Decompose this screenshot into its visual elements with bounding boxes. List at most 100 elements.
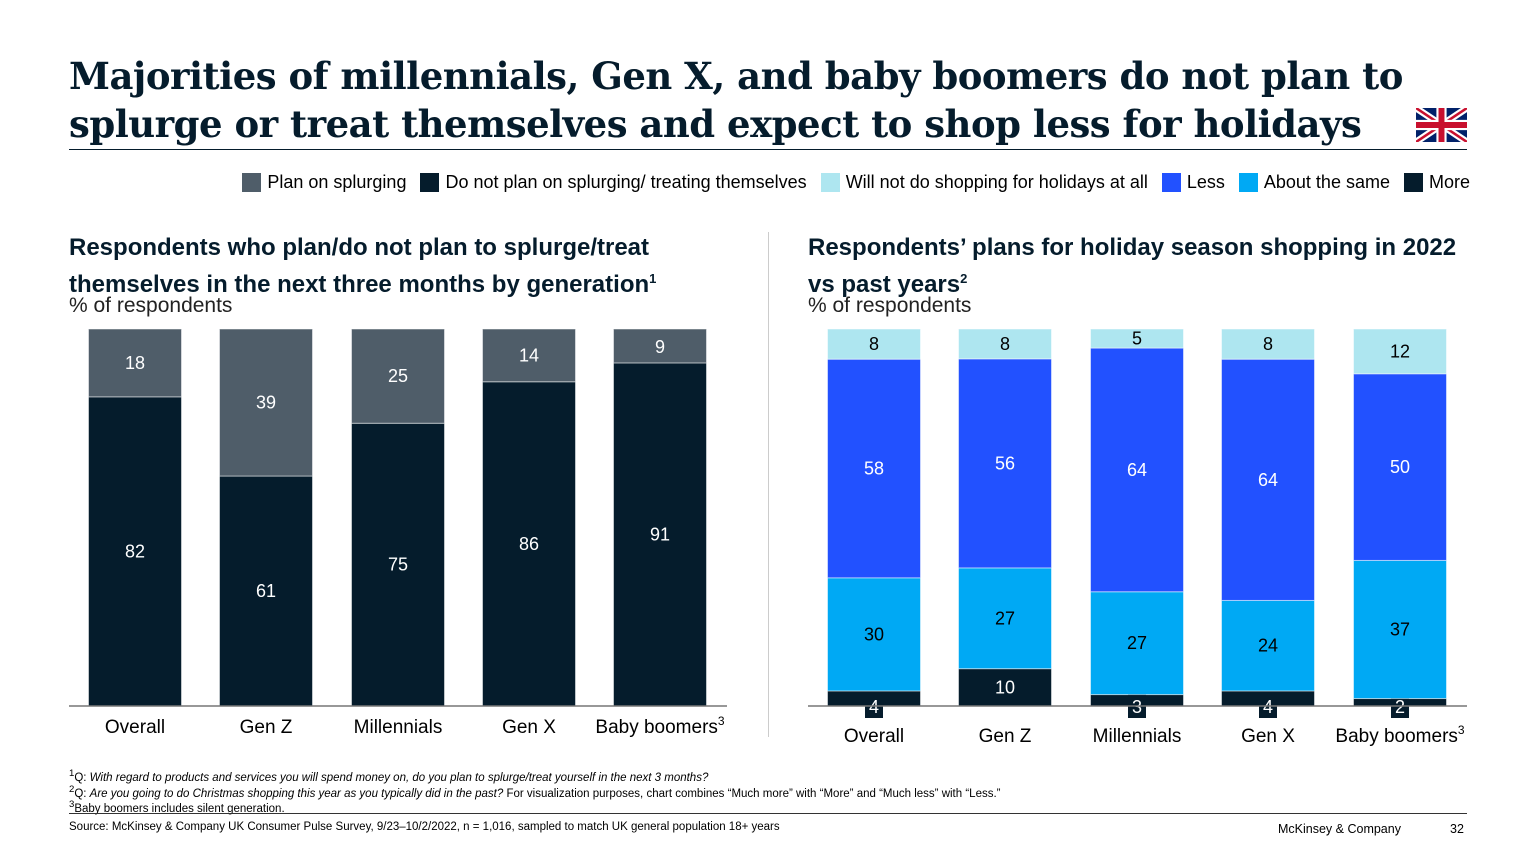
bar-segment (1090, 328, 1184, 349)
data-label: 75 (388, 555, 408, 575)
data-label: 91 (650, 524, 670, 544)
f1-q: Q: (74, 771, 90, 784)
footnote-2: 2Q: Are you going to do Christmas shoppi… (69, 784, 1001, 800)
bar-segment (1221, 328, 1315, 360)
bar-segment (613, 362, 707, 707)
uk-flag-icon (1416, 108, 1467, 142)
footer-rule (69, 813, 1467, 814)
bar-segment (958, 358, 1052, 569)
category-sup: 3 (1458, 723, 1465, 737)
legend-item: Do not plan on splurging/ treating thems… (420, 172, 807, 193)
legend-item: More (1403, 172, 1470, 193)
bar-segment (613, 328, 707, 364)
data-label: 27 (1127, 633, 1147, 653)
legend-label: Less (1186, 172, 1225, 192)
bar-segment (219, 475, 313, 707)
legend-swatch (1403, 173, 1423, 192)
brand: McKinsey & Company (1278, 822, 1401, 836)
f3-text: Baby boomers includes silent generation. (74, 802, 285, 815)
f2-italic: Are you going to do Christmas shopping t… (89, 787, 504, 800)
category-label: Baby boomers3 (595, 714, 725, 738)
bar-segment (351, 328, 445, 424)
data-label: 8 (1000, 334, 1010, 354)
footnote-1: 1Q: With regard to products and services… (69, 768, 709, 784)
left-title-text: Respondents who plan/do not plan to splu… (69, 234, 650, 298)
bar-segment (88, 396, 182, 707)
data-label: 4 (869, 697, 879, 717)
data-label: 61 (256, 581, 276, 601)
category-label: Millennials (1093, 726, 1182, 747)
data-label: 64 (1127, 460, 1147, 480)
category-sup: 3 (718, 714, 725, 728)
f2-q: Q: (74, 787, 90, 800)
page-number: 32 (1450, 822, 1464, 836)
data-label: 86 (519, 534, 539, 554)
right-ylabel: % of respondents (808, 294, 972, 317)
legend-label: About the same (1263, 172, 1390, 192)
bar-segment (827, 328, 921, 360)
legend-item: Less (1161, 172, 1225, 193)
category-label: Gen Z (240, 717, 293, 738)
data-label: 8 (1263, 334, 1273, 354)
data-label: 18 (125, 353, 145, 373)
legend-label: Plan on splurging (267, 172, 407, 192)
category-label: Baby boomers3 (1335, 723, 1465, 747)
data-label: 30 (864, 624, 884, 644)
bar-segment (219, 328, 313, 477)
legend-swatch (420, 173, 440, 192)
data-label: 3 (1132, 697, 1142, 717)
data-label: 24 (1258, 636, 1278, 656)
page-title: Majorities of millennials, Gen X, and ba… (69, 54, 1403, 146)
right-title-sup: 2 (960, 271, 968, 286)
bar-segment (1353, 328, 1447, 375)
category-label: Overall (105, 717, 165, 738)
data-label: 5 (1132, 329, 1142, 349)
legend-label: More (1428, 172, 1470, 192)
legend-item: About the same (1238, 172, 1390, 193)
bar-segment (351, 422, 445, 707)
legend-swatch (820, 173, 840, 192)
legend-item: Will not do shopping for holidays at all (820, 172, 1148, 193)
data-label: 25 (388, 366, 408, 386)
data-label: 50 (1390, 457, 1410, 477)
data-label: 12 (1390, 341, 1410, 361)
footnote-3: 3Baby boomers includes silent generation… (69, 799, 285, 815)
f1-text: With regard to products and services you… (89, 771, 709, 784)
bar-segment (1353, 559, 1447, 700)
category-label: Overall (844, 726, 904, 747)
category-label: Gen X (502, 717, 556, 738)
bar-segment (958, 567, 1052, 670)
data-label: 2 (1395, 697, 1405, 717)
bar-segment (1090, 591, 1184, 696)
bar-segment (88, 328, 182, 398)
left-ylabel: % of respondents (69, 294, 233, 317)
data-label: 82 (125, 541, 145, 561)
data-label: 58 (864, 458, 884, 478)
right-title-text: Respondents’ plans for holiday season sh… (808, 234, 1457, 298)
title-rule (69, 149, 1467, 150)
data-label: 27 (995, 608, 1015, 628)
data-label: 64 (1258, 470, 1278, 490)
data-label: 4 (1263, 697, 1273, 717)
category-label: Gen X (1241, 726, 1295, 747)
data-label: 8 (869, 334, 879, 354)
bar-segment (1221, 358, 1315, 601)
bar-segment (1090, 347, 1184, 593)
legend: Plan on splurging Do not plan on splurgin… (242, 172, 1470, 193)
source: Source: McKinsey & Company UK Consumer P… (69, 821, 780, 833)
data-label: 56 (995, 453, 1015, 473)
legend-swatch (1238, 173, 1258, 192)
data-label: 37 (1390, 619, 1410, 639)
left-title-sup: 1 (649, 271, 657, 286)
legend-swatch (1161, 173, 1181, 192)
category-label: Millennials (354, 717, 443, 738)
bar-segment (958, 328, 1052, 360)
data-label: 9 (655, 337, 665, 357)
left-chart-title: Respondents who plan/do not plan to splu… (69, 232, 749, 300)
data-label: 14 (519, 345, 539, 365)
bar-segment (1353, 373, 1447, 561)
bar-segment (827, 358, 921, 579)
legend-swatch (242, 173, 262, 192)
category-label: Gen Z (979, 726, 1032, 747)
